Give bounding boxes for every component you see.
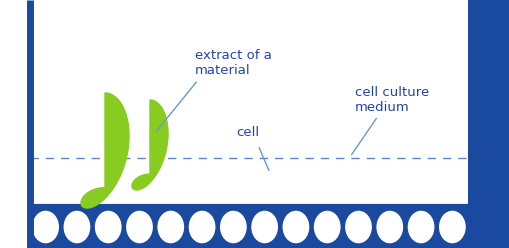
Ellipse shape: [156, 210, 184, 244]
Ellipse shape: [375, 210, 403, 244]
Ellipse shape: [125, 210, 153, 244]
Text: cell: cell: [236, 126, 259, 139]
Ellipse shape: [437, 210, 466, 244]
Text: cell culture
medium: cell culture medium: [354, 86, 429, 114]
Ellipse shape: [281, 210, 309, 244]
Ellipse shape: [406, 210, 434, 244]
Ellipse shape: [219, 210, 247, 244]
Ellipse shape: [250, 210, 278, 244]
Text: extract of a
material: extract of a material: [194, 49, 271, 77]
Ellipse shape: [344, 210, 372, 244]
Polygon shape: [81, 93, 129, 208]
Bar: [30, 206, 469, 248]
Bar: [467, 0, 509, 248]
Ellipse shape: [94, 210, 122, 244]
Ellipse shape: [32, 210, 60, 244]
Polygon shape: [132, 100, 167, 190]
Ellipse shape: [63, 210, 91, 244]
Ellipse shape: [188, 210, 216, 244]
Ellipse shape: [313, 210, 341, 244]
